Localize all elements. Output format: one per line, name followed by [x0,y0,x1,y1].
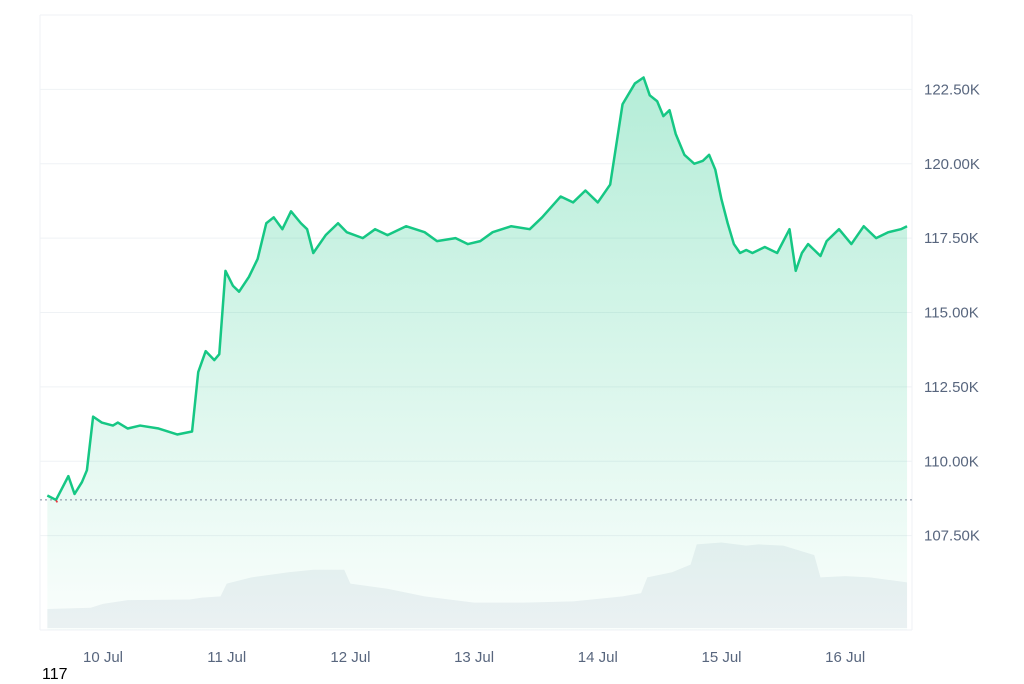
y-tick-label: 117.50K [924,230,979,247]
y-tick-label: 110.00K [924,453,979,470]
x-tick-label: 15 Jul [701,649,741,666]
y-axis-ticks: 107.50K 110.00K 112.50K 115.00K 117.50K 120.0… [924,81,980,544]
down-segment-marker [55,499,59,503]
x-tick-label: 11 Jul [207,649,246,666]
x-tick-label: 13 Jul [454,649,494,666]
x-axis-ticks: 10 Jul 11 Jul 12 Jul 13 Jul 14 Jul 15 Jul 16 J… [83,649,865,666]
y-tick-label: 112.50K [924,379,979,396]
y-tick-label: 120.00K [924,156,980,173]
price-line [46,76,908,502]
x-tick-label: 10 Jul [83,649,123,666]
y-tick-label: 107.50K [924,528,980,545]
x-tick-label: 14 Jul [578,649,618,666]
y-tick-label: 122.50K [924,81,980,98]
x-tick-label: 16 Jul [825,649,865,666]
y-tick-label: 115.00K [924,305,979,322]
x-tick-label: 12 Jul [330,649,370,666]
footer-note: 117 [42,666,68,683]
price-area-fill [47,77,908,631]
